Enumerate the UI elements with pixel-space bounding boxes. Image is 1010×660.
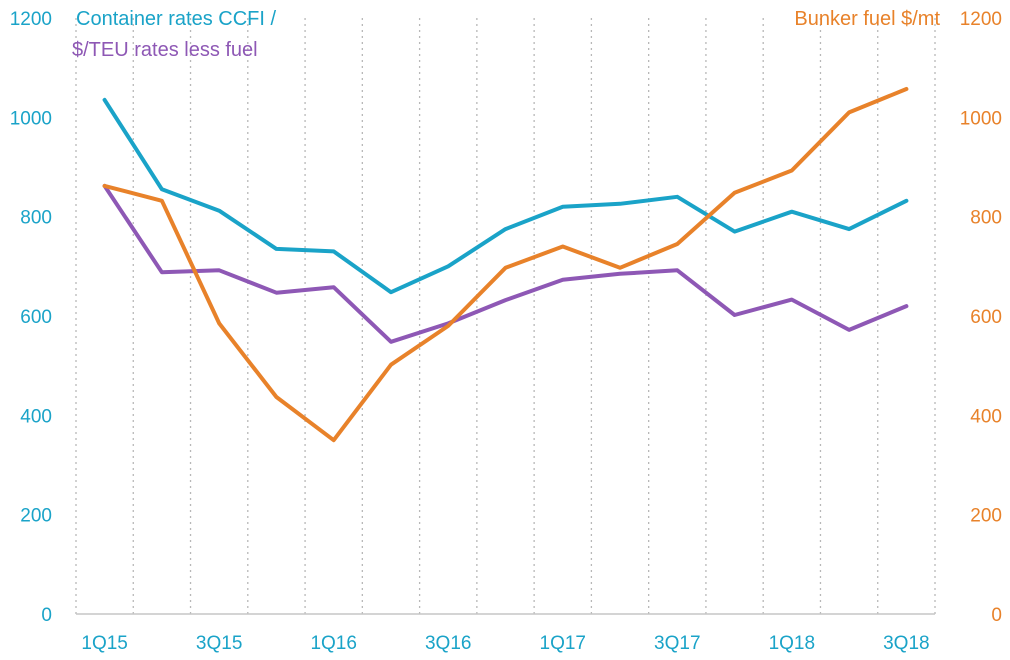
left-tick-label: 1000 (10, 108, 52, 129)
left-tick-label: 800 (20, 208, 52, 229)
x-tick-label: 1Q17 (540, 633, 586, 654)
left-tick-label: 0 (41, 605, 52, 626)
series-line-bunker-fuel-mt (102, 87, 909, 443)
right-tick-label: 1200 (960, 9, 1002, 30)
left-tick-label: 1200 (10, 9, 52, 30)
right-axis-title: Bunker fuel $/mt (794, 8, 940, 30)
right-tick-label: 600 (970, 307, 1002, 328)
x-tick-label: 3Q17 (654, 633, 700, 654)
series-line-teu-rates-less-fuel (102, 183, 909, 344)
left-tick-label: 400 (20, 406, 52, 427)
x-tick-label: 3Q15 (196, 633, 242, 654)
left-axis-ticks: 0 200 400 600 800 1000 1200 (10, 9, 52, 626)
x-axis-ticks: 1Q15 3Q15 1Q16 3Q16 1Q17 3Q17 1Q18 3Q18 (81, 633, 929, 654)
x-tick-label: 1Q15 (81, 633, 127, 654)
series-lines (102, 87, 909, 443)
right-tick-label: 200 (970, 506, 1002, 527)
gridlines (75, 18, 936, 614)
right-tick-label: 1000 (960, 108, 1002, 129)
series-line-container-rates-ccfi (102, 97, 909, 295)
x-tick-label: 3Q18 (883, 633, 929, 654)
left-tick-label: 200 (20, 506, 52, 527)
right-axis-ticks: 0 200 400 600 800 1000 1200 (960, 9, 1002, 626)
right-tick-label: 400 (970, 406, 1002, 427)
x-tick-label: 3Q16 (425, 633, 471, 654)
x-tick-label: 1Q18 (769, 633, 815, 654)
left-axis-title-line2: $/TEU rates less fuel (72, 39, 258, 61)
right-tick-label: 800 (970, 208, 1002, 229)
left-tick-label: 600 (20, 307, 52, 328)
left-axis-title-line1: Container rates CCFI / (76, 8, 277, 30)
x-tick-label: 1Q16 (310, 633, 356, 654)
right-tick-label: 0 (991, 605, 1002, 626)
